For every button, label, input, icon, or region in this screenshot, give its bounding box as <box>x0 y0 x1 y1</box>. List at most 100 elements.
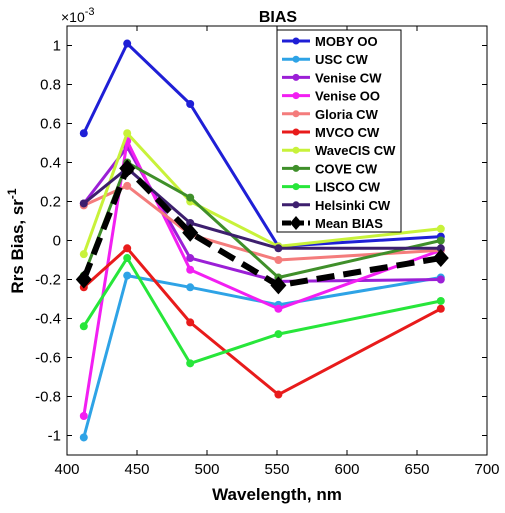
legend-label: Venise OO <box>315 89 380 104</box>
data-point <box>186 254 195 263</box>
x-tick-label: 400 <box>54 461 79 478</box>
series-layer <box>75 39 449 442</box>
data-point <box>123 181 132 190</box>
series-mean-bias <box>75 159 449 295</box>
legend-item: COVE CW <box>282 161 378 176</box>
y-multiplier: ×10-3 <box>61 6 95 25</box>
data-point <box>274 330 283 339</box>
y-axis-title-group: Rrs Bias, sr-1 <box>5 188 27 293</box>
data-point <box>274 390 283 399</box>
data-point <box>186 218 195 227</box>
y-axis-title: Rrs Bias, sr <box>8 199 27 294</box>
x-tick-label: 650 <box>404 461 429 478</box>
data-point <box>119 159 136 178</box>
data-point <box>186 283 195 292</box>
data-point <box>186 318 195 327</box>
x-axis: 400 450 500 550 600 650 700 <box>54 26 500 478</box>
data-point <box>123 129 132 138</box>
legend-label: Helsinki CW <box>315 198 391 213</box>
legend-label: COVE CW <box>315 161 378 176</box>
data-point <box>274 256 283 264</box>
legend-swatch-marker <box>292 73 300 81</box>
legend-swatch-marker <box>292 146 300 154</box>
y-tick-label: 0.6 <box>40 116 61 133</box>
y-axis-title-exponent: -1 <box>5 188 19 199</box>
data-point <box>79 433 88 442</box>
y-tick-label: -0.6 <box>35 350 61 367</box>
legend-item: WaveCIS CW <box>282 143 396 158</box>
y-tick-label: 1 <box>53 38 61 55</box>
x-tick-label: 550 <box>264 461 289 478</box>
legend-swatch-marker <box>290 216 302 230</box>
svg-text:Rrs Bias, sr-1: Rrs Bias, sr-1 <box>5 188 27 293</box>
data-point <box>436 236 445 245</box>
legend-swatch-marker <box>292 201 300 209</box>
y-tick-label: 0.4 <box>40 155 61 172</box>
data-point <box>186 193 195 202</box>
y-tick-label: -0.4 <box>35 311 61 328</box>
legend-label: Venise CW <box>315 70 382 85</box>
legend-swatch-marker <box>292 92 300 100</box>
legend-label: Gloria CW <box>315 107 379 122</box>
data-point <box>186 100 195 108</box>
data-point <box>274 304 283 313</box>
legend-swatch-marker <box>292 37 300 45</box>
legend-label: MVCO CW <box>315 125 380 140</box>
legend-item: Gloria CW <box>282 107 379 122</box>
data-point <box>274 244 283 253</box>
x-tick-label: 600 <box>334 461 359 478</box>
legend-item: Venise OO <box>282 89 380 104</box>
legend-item: LISCO CW <box>282 180 381 195</box>
series-lisco-cw <box>79 254 445 368</box>
y-multiplier-exponent: -3 <box>85 6 95 18</box>
data-point <box>270 276 287 295</box>
legend-item: Helsinki CW <box>282 198 391 213</box>
legend-item: USC CW <box>282 52 368 67</box>
data-point <box>79 199 88 208</box>
legend-label: USC CW <box>315 52 368 67</box>
x-tick-label: 500 <box>194 461 219 478</box>
data-point <box>123 244 132 253</box>
data-point <box>182 223 199 242</box>
data-point <box>79 129 88 138</box>
legend-label: Mean BIAS <box>315 216 383 231</box>
legend-swatch-marker <box>292 110 300 118</box>
series-line <box>81 165 442 289</box>
legend-item: MVCO CW <box>282 125 380 140</box>
data-point <box>123 254 132 263</box>
data-point <box>432 249 449 268</box>
legend-label: LISCO CW <box>315 180 381 195</box>
legend-label: MOBY OO <box>315 34 378 49</box>
data-point <box>123 39 132 48</box>
x-axis-title: Wavelength, nm <box>212 485 342 504</box>
data-point <box>79 412 88 420</box>
y-tick-label: 0 <box>53 233 61 250</box>
chart-title: BIAS <box>259 9 298 26</box>
svg-text:×10-3: ×10-3 <box>61 6 95 25</box>
y-tick-label: -0.8 <box>35 389 61 406</box>
data-point <box>436 244 445 253</box>
x-tick-label: 450 <box>124 461 149 478</box>
y-tick-label: -1 <box>48 428 61 445</box>
data-point <box>436 275 445 284</box>
data-point <box>123 271 132 280</box>
y-tick-label: 0.8 <box>40 77 61 94</box>
data-point <box>186 359 195 368</box>
x-tick-label: 700 <box>474 461 499 478</box>
data-point <box>75 270 92 289</box>
legend-label: WaveCIS CW <box>315 143 396 158</box>
legend-swatch-marker <box>292 55 300 63</box>
legend-swatch-marker <box>292 183 300 191</box>
legend: MOBY OO USC CW Venise CW Venise OO Gloria CW… <box>276 29 402 233</box>
y-tick-label: 0.2 <box>40 194 61 211</box>
data-point <box>436 304 445 313</box>
y-axis: -1 -0.8 -0.6 -0.4 -0.2 0 0.2 0.4 0.6 0.8 1 <box>35 38 487 445</box>
data-point <box>436 224 445 233</box>
legend-item: MOBY OO <box>282 34 378 49</box>
data-point <box>79 250 88 259</box>
legend-item: Mean BIAS <box>282 216 383 231</box>
y-multiplier-base: ×10 <box>61 9 85 25</box>
data-point <box>79 322 88 331</box>
data-point <box>436 296 445 305</box>
